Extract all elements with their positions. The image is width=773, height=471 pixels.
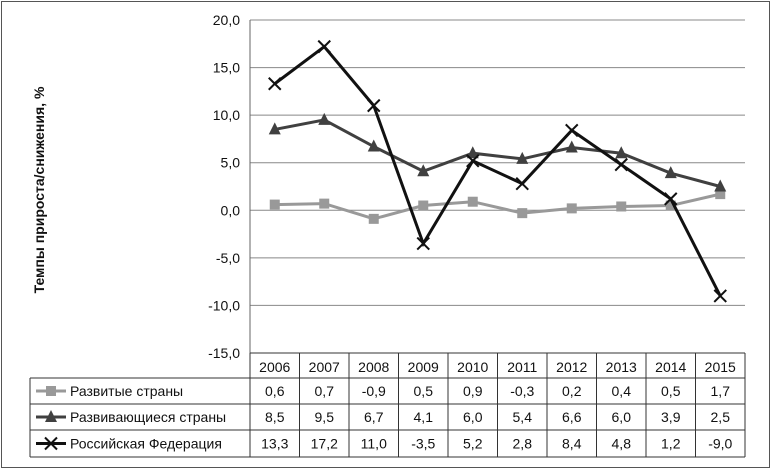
data-point [367, 98, 381, 113]
x-tick-label: 2009 [408, 359, 439, 375]
legend-marker [45, 410, 57, 422]
data-point [665, 200, 676, 211]
data-label: 6,0 [612, 409, 632, 425]
data-point [565, 140, 578, 153]
y-tick-label: 5,0 [221, 155, 241, 171]
x-tick-label: 2014 [655, 359, 686, 375]
data-point [714, 179, 727, 192]
x-tick-label: 2013 [606, 359, 637, 375]
data-label: 6,7 [364, 409, 384, 425]
data-label: 0,5 [414, 383, 434, 399]
x-tick-label: 2007 [309, 359, 340, 375]
data-point [318, 112, 331, 125]
data-point [319, 198, 330, 209]
x-tick-label: 2011 [507, 359, 537, 375]
data-label: 4,1 [414, 409, 434, 425]
data-point [713, 289, 727, 303]
y-axis-label: Темпы прироста/снижения, % [31, 86, 47, 293]
data-label: -3,5 [411, 436, 435, 452]
data-label: 0,7 [315, 383, 335, 399]
data-label: 6,0 [463, 409, 483, 425]
data-point [368, 213, 379, 224]
y-tick-label: 0,0 [221, 202, 241, 218]
data-label: 17,2 [311, 436, 338, 452]
data-point [418, 200, 429, 211]
y-tick-label: -5,0 [216, 250, 240, 266]
data-point [614, 157, 628, 172]
data-label: 1,2 [661, 436, 681, 452]
data-point [416, 236, 430, 251]
y-tick-label: 15,0 [213, 60, 240, 76]
series-line-1 [274, 118, 721, 188]
x-tick-label: 2012 [556, 359, 587, 375]
y-tick-label: -15,0 [208, 345, 240, 361]
data-point [616, 201, 627, 212]
x-tick-label: 2006 [259, 359, 290, 375]
data-point [466, 146, 479, 159]
legend-label: Развивающиеся страны [70, 409, 226, 425]
data-label: 9,5 [315, 409, 335, 425]
x-tick-label: 2008 [358, 359, 389, 375]
data-point [664, 166, 677, 179]
data-label: 13,3 [261, 436, 288, 452]
data-point [664, 192, 678, 206]
data-point [565, 123, 579, 138]
data-label: 1,7 [711, 383, 731, 399]
data-label: -0,3 [510, 383, 534, 399]
x-tick-label: 2015 [705, 359, 736, 375]
y-tick-label: 10,0 [213, 107, 240, 123]
data-point [516, 151, 529, 164]
data-point [268, 77, 282, 91]
data-label: 8,5 [265, 409, 285, 425]
data-label: 3,9 [661, 409, 681, 425]
data-point [715, 189, 726, 200]
data-label: 0,6 [265, 383, 285, 399]
legend-marker [46, 386, 56, 396]
data-label: 6,6 [562, 409, 582, 425]
data-label: -0,9 [362, 383, 386, 399]
y-tick-label: 20,0 [213, 12, 240, 28]
data-point [417, 164, 430, 177]
y-tick-label: -10,0 [208, 297, 240, 313]
data-label: 2,8 [513, 436, 533, 452]
data-point [367, 139, 380, 152]
data-label: 5,2 [463, 436, 483, 452]
data-point [566, 203, 577, 214]
legend-label: Развитые страны [70, 383, 183, 399]
data-label: 11,0 [361, 436, 387, 452]
data-point [317, 39, 331, 54]
x-tick-label: 2010 [457, 359, 488, 375]
legend-label: Российская Федерация [70, 436, 222, 452]
data-point [517, 208, 528, 219]
data-point [515, 176, 529, 191]
data-point [615, 146, 628, 159]
data-label: 5,4 [513, 409, 533, 425]
data-point [466, 154, 480, 168]
legend-marker [44, 436, 58, 451]
data-label: 0,9 [463, 383, 483, 399]
data-label: 0,2 [562, 383, 582, 399]
data-point [269, 199, 280, 210]
series-line-0 [274, 192, 721, 221]
data-point [268, 122, 281, 135]
data-label: 8,4 [562, 436, 582, 452]
data-point [467, 196, 478, 207]
data-label: 0,5 [661, 383, 681, 399]
data-label: -9,0 [708, 436, 732, 452]
data-label: 2,5 [711, 409, 731, 425]
data-label: 0,4 [612, 383, 632, 399]
series-line-2 [273, 44, 722, 297]
data-label: 4,8 [612, 436, 632, 452]
